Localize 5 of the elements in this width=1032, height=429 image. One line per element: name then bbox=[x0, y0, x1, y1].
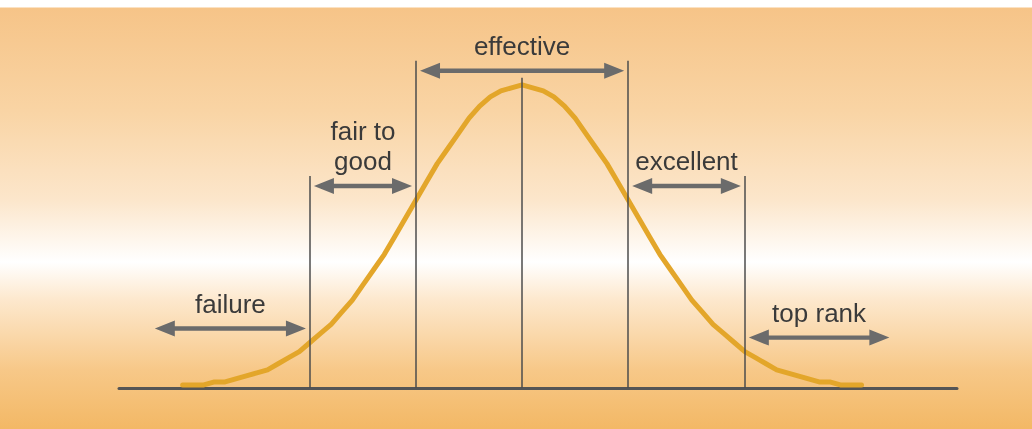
annotation: failure bbox=[194, 288, 266, 319]
annotation: excellent bbox=[635, 146, 739, 177]
annotation: top rank bbox=[772, 297, 868, 328]
annotation: fair to good bbox=[330, 116, 396, 177]
text: effective bbox=[473, 30, 571, 61]
